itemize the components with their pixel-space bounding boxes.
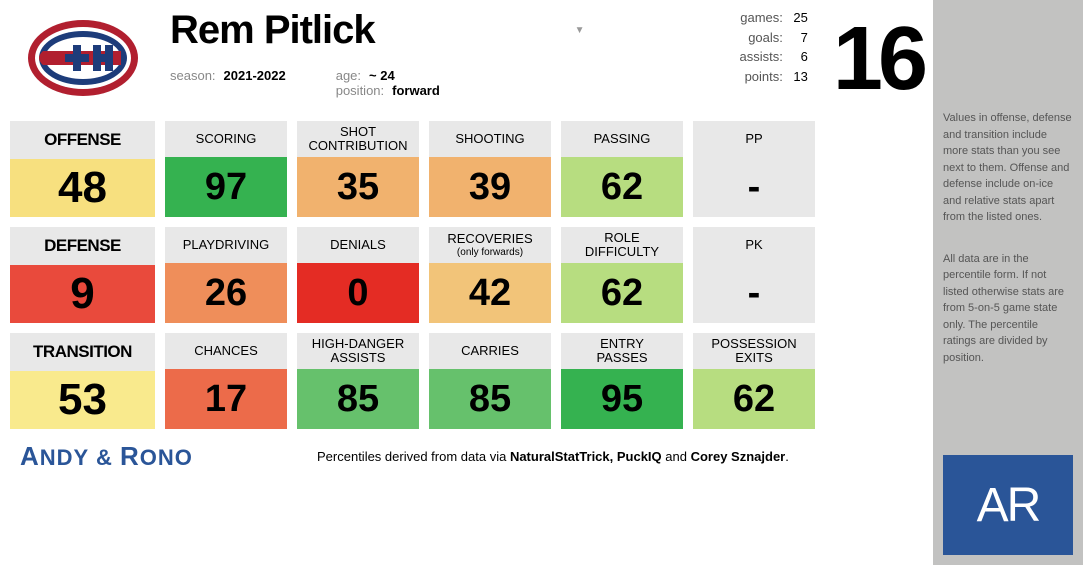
stat-cell: PASSING62	[561, 121, 683, 217]
stat-cell: SHOTCONTRIBUTION35	[297, 121, 419, 217]
stat-label: POSSESSIONEXITS	[693, 333, 815, 369]
stat-label: SHOTCONTRIBUTION	[297, 121, 419, 157]
stat-label: PLAYDRIVING	[165, 227, 287, 263]
stat-cell: PK-	[693, 227, 815, 323]
category-label: OFFENSE	[10, 121, 155, 159]
ar-logo: AR	[943, 455, 1073, 555]
stat-cell: HIGH-DANGERASSISTS85	[297, 333, 419, 429]
stat-cell: DENIALS0	[297, 227, 419, 323]
stat-value: -	[693, 263, 815, 323]
stat-value: 85	[429, 369, 551, 429]
category-label: DEFENSE	[10, 227, 155, 265]
stat-cell: RECOVERIES(only forwards)42	[429, 227, 551, 323]
category-value: 9	[10, 265, 155, 323]
stat-label: SCORING	[165, 121, 287, 157]
stat-label: CARRIES	[429, 333, 551, 369]
stat-value: 97	[165, 157, 287, 217]
stat-cell: CHANCES17	[165, 333, 287, 429]
category-cell: TRANSITION53	[10, 333, 155, 429]
stat-label: HIGH-DANGERASSISTS	[297, 333, 419, 369]
sidebar-note-1: Values in offense, defense and transitio…	[943, 110, 1073, 226]
position-value: forward	[392, 83, 440, 98]
season-label: season:	[170, 68, 216, 83]
player-name: Rem Pitlick	[170, 8, 375, 53]
sidebar: Values in offense, defense and transitio…	[933, 0, 1083, 565]
stat-label: PASSING	[561, 121, 683, 157]
category-label: TRANSITION	[10, 333, 155, 371]
dropdown-icon[interactable]: ▼	[575, 25, 585, 36]
stat-label: CHANCES	[165, 333, 287, 369]
header: Rem Pitlick ▼ season: 2021-2022 age: ~ 2…	[10, 8, 923, 111]
stat-label: PK	[693, 227, 815, 263]
stat-value: 17	[165, 369, 287, 429]
category-cell: DEFENSE9	[10, 227, 155, 323]
team-logo	[10, 8, 155, 108]
category-cell: OFFENSE48	[10, 121, 155, 217]
attribution: Percentiles derived from data via Natura…	[193, 449, 913, 464]
stat-value: 62	[561, 263, 683, 323]
stat-value: 62	[561, 157, 683, 217]
season-value: 2021-2022	[224, 68, 286, 83]
stat-label: PP	[693, 121, 815, 157]
summary-stats: games:25 goals:7 assists:6 points:13	[728, 8, 808, 86]
age-value: ~ 24	[369, 68, 395, 83]
category-row: TRANSITION53CHANCES17HIGH-DANGERASSISTS8…	[10, 333, 923, 429]
stat-cell: POSSESSIONEXITS62	[693, 333, 815, 429]
stat-value: 0	[297, 263, 419, 323]
stat-value: 26	[165, 263, 287, 323]
stat-label: SHOOTING	[429, 121, 551, 157]
category-value: 48	[10, 159, 155, 217]
stat-label: RECOVERIES(only forwards)	[429, 227, 551, 263]
stat-value: 62	[693, 369, 815, 429]
category-row: OFFENSE48SCORING97SHOTCONTRIBUTION35SHOO…	[10, 121, 923, 217]
stat-value: -	[693, 157, 815, 217]
stat-value: 39	[429, 157, 551, 217]
stat-cell: SCORING97	[165, 121, 287, 217]
stat-cell: PP-	[693, 121, 815, 217]
stat-cell: SHOOTING39	[429, 121, 551, 217]
stat-cell: ROLEDIFFICULTY62	[561, 227, 683, 323]
stat-value: 42	[429, 263, 551, 323]
sidebar-note-2: All data are in the percentile form. If …	[943, 251, 1073, 367]
stat-value: 85	[297, 369, 419, 429]
stat-label: ROLEDIFFICULTY	[561, 227, 683, 263]
position-label: position:	[336, 83, 384, 98]
jersey-number: 16	[833, 8, 923, 111]
stat-value: 35	[297, 157, 419, 217]
stat-label: ENTRYPASSES	[561, 333, 683, 369]
stat-cell: CARRIES85	[429, 333, 551, 429]
stat-cell: PLAYDRIVING26	[165, 227, 287, 323]
stat-cell: ENTRYPASSES95	[561, 333, 683, 429]
category-value: 53	[10, 371, 155, 429]
category-row: DEFENSE9PLAYDRIVING26DENIALS0RECOVERIES(…	[10, 227, 923, 323]
stat-value: 95	[561, 369, 683, 429]
credit: ANDY & RONO	[20, 441, 193, 472]
stat-label: DENIALS	[297, 227, 419, 263]
age-label: age:	[336, 68, 361, 83]
